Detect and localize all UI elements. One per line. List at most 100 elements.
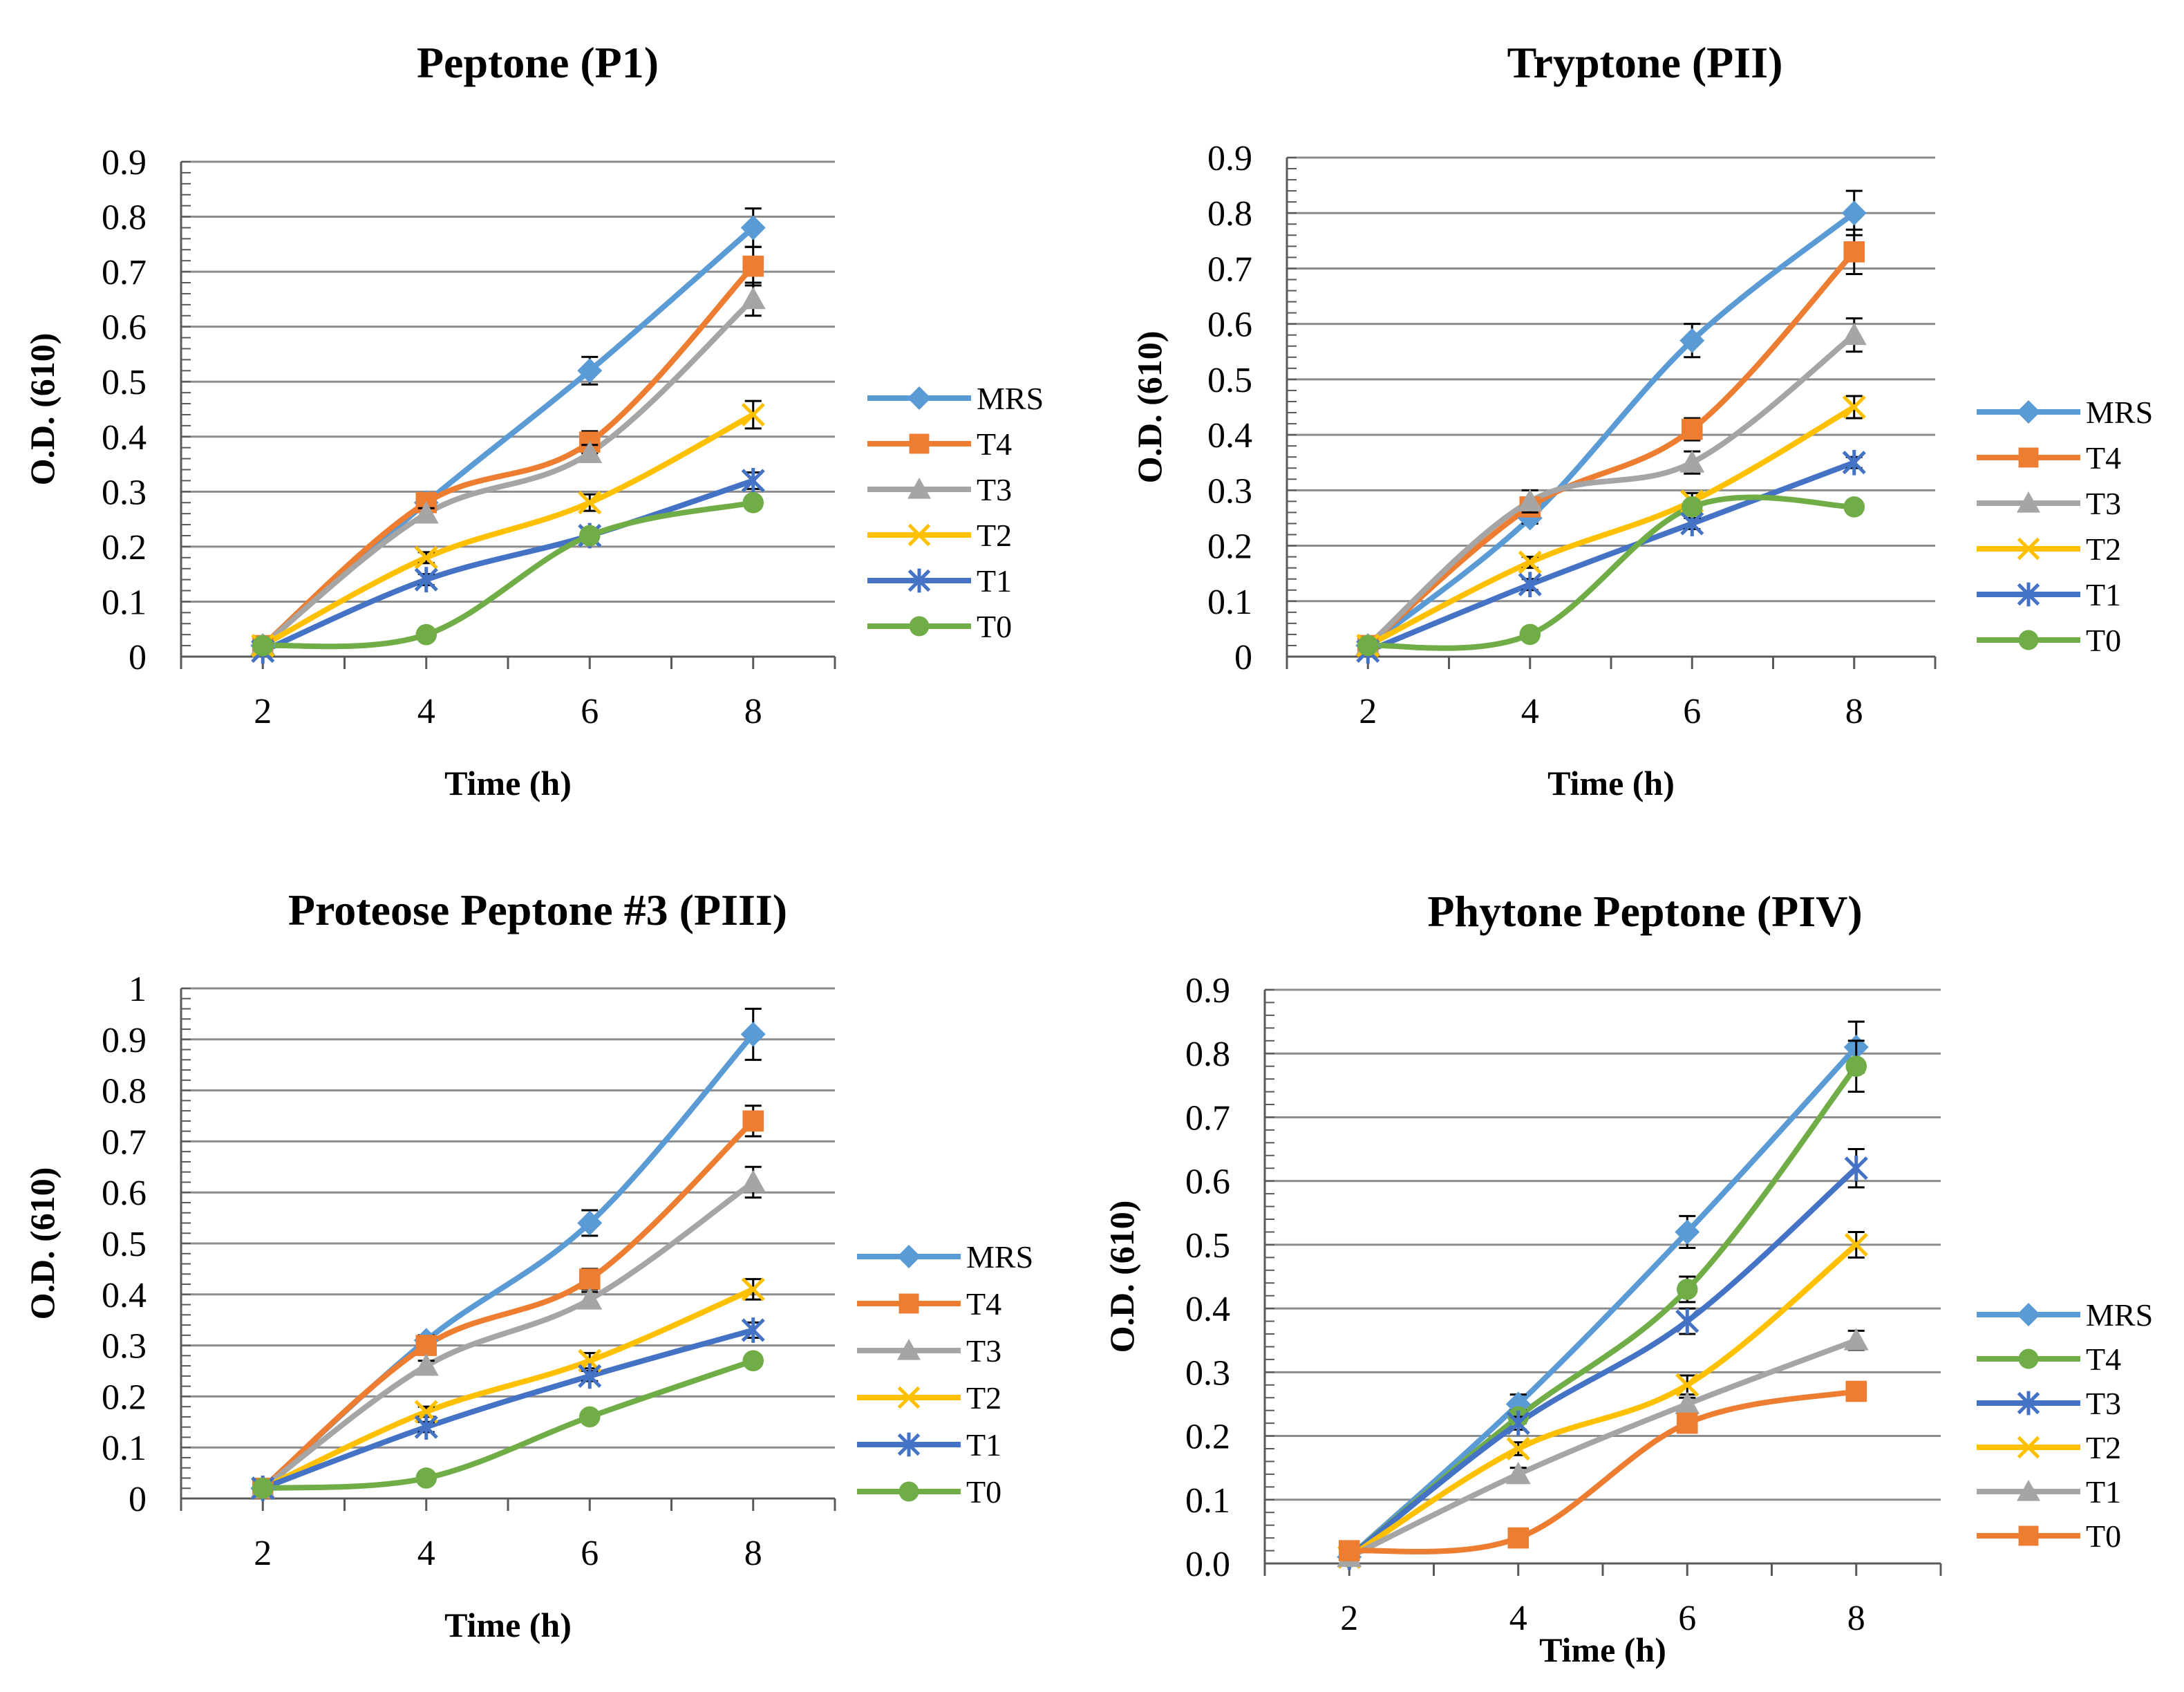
data-point-T1 — [1843, 1328, 1869, 1351]
legend-label: MRS — [966, 1239, 1033, 1275]
y-tick-label: 0 — [129, 638, 147, 677]
legend-label: T4 — [966, 1286, 1001, 1322]
series-line-T4 — [260, 1118, 756, 1492]
data-point-T2 — [578, 491, 602, 515]
x-tick-label: 4 — [1509, 1599, 1527, 1638]
series-line-T1 — [260, 1327, 756, 1492]
data-point-T3 — [1844, 1155, 1868, 1181]
legend-marker-T3 — [897, 1339, 921, 1360]
x-tick-label: 2 — [254, 1534, 272, 1573]
data-point-T0 — [1338, 1540, 1360, 1561]
series-line-MRS — [1346, 1044, 1859, 1560]
y-tick-label: 0.1 — [102, 583, 147, 622]
data-point-T1 — [578, 1363, 602, 1389]
data-point-T3 — [1679, 450, 1705, 473]
data-point-MRS — [577, 1210, 603, 1236]
legend-label: T3 — [977, 472, 1012, 507]
data-point-T0 — [1357, 634, 1379, 657]
legend-label: T4 — [977, 426, 1012, 462]
x-tick-label: 2 — [1340, 1599, 1358, 1638]
y-tick-label: 0.2 — [102, 1378, 147, 1417]
y-tick-label: 0.2 — [102, 528, 147, 567]
chart-panel-1: Peptone (P1) 0 0.1 0.2 0.3 0.4 0.5 0.6 0.7 0.8 0.9… — [23, 38, 1044, 802]
x-tick-label: 4 — [1521, 692, 1539, 731]
x-tick-label: 8 — [1845, 692, 1863, 731]
legend-marker-T1 — [2017, 1480, 2040, 1501]
series-line-T3 — [260, 296, 756, 649]
chart-title: Peptone (P1) — [417, 38, 659, 87]
data-point-T4 — [742, 255, 764, 277]
data-point-MRS — [740, 215, 766, 241]
legend-marker-T0 — [2018, 1525, 2039, 1546]
x-tick-label: 8 — [744, 692, 762, 731]
series-line-MRS — [1365, 210, 1857, 648]
y-tick-label: 0.3 — [102, 1327, 147, 1366]
data-point-T1 — [414, 567, 438, 592]
legend-label: MRS — [2086, 1297, 2153, 1333]
legend-marker-T0 — [898, 1481, 919, 1502]
data-point-T4 — [1843, 241, 1865, 263]
data-point-T4 — [1676, 1279, 1698, 1300]
data-point-T3 — [1506, 1410, 1530, 1436]
data-point-T3 — [740, 1169, 766, 1192]
data-point-T1 — [1518, 572, 1542, 598]
legend-label: T1 — [2086, 1474, 2121, 1510]
data-point-T0 — [252, 1477, 274, 1499]
series-line-T2 — [1365, 404, 1857, 648]
series-line-T0 — [1346, 1389, 1859, 1554]
y-tick-label: 0.4 — [102, 1276, 147, 1315]
x-axis-label: Time (h) — [444, 1606, 572, 1644]
data-point-MRS — [1675, 1219, 1700, 1245]
y-tick-label: 0.9 — [102, 1021, 147, 1060]
y-tick-label: 0 — [1234, 638, 1252, 677]
data-point-MRS — [1841, 200, 1867, 226]
legend-label: T3 — [2086, 486, 2121, 521]
legend-marker-T2 — [907, 523, 931, 547]
legend-marker-T3 — [907, 478, 931, 499]
y-tick-label: 0.1 — [102, 1429, 147, 1468]
x-tick-label: 8 — [744, 1534, 762, 1573]
data-point-T2 — [741, 402, 765, 427]
y-axis-label: O.D. (610) — [23, 333, 62, 486]
series-line-T2 — [1346, 1241, 1859, 1560]
y-tick-label: 0.6 — [1185, 1163, 1230, 1202]
data-point-T1 — [414, 1414, 438, 1440]
y-tick-label: 0.5 — [102, 363, 147, 402]
y-tick-label: 0.6 — [102, 308, 147, 348]
legend-label: T2 — [966, 1380, 1001, 1416]
legend-label: T1 — [977, 563, 1012, 599]
data-point-T3 — [577, 1287, 603, 1310]
y-tick-label: 0.5 — [1207, 361, 1252, 400]
y-tick-label: 0.7 — [1185, 1098, 1230, 1138]
data-point-T0 — [742, 1350, 764, 1372]
chart-title: Phytone Peptone (PIV) — [1427, 887, 1862, 936]
data-point-T1 — [1675, 1391, 1700, 1414]
data-point-T0 — [578, 1406, 601, 1428]
data-point-T3 — [413, 1353, 439, 1376]
legend-marker-T1 — [907, 568, 931, 593]
y-tick-label: 0.9 — [1207, 139, 1252, 178]
chart-panel-2: Tryptone (PII) 0 0.1 0.2 0.3 0.4 0.5 0.6 0.7 0.8 0… — [1130, 38, 2153, 802]
legend-label: T3 — [2086, 1386, 2121, 1421]
legend-marker-T4 — [898, 1293, 919, 1314]
y-tick-label: 0.8 — [102, 198, 147, 238]
x-axis-label: Time (h) — [1539, 1630, 1666, 1669]
series-line-T1 — [1346, 1337, 1859, 1560]
legend-marker-T0 — [909, 616, 930, 637]
data-point-T3 — [1517, 489, 1543, 511]
y-axis-label: O.D. (610) — [1102, 1201, 1141, 1353]
y-tick-label: 1 — [129, 970, 147, 1009]
y-tick-label: 0.3 — [1207, 471, 1252, 511]
series-line-T0 — [260, 500, 756, 650]
legend-label: T0 — [966, 1474, 1001, 1510]
x-tick-label: 6 — [1683, 692, 1701, 731]
x-axis-label: Time (h) — [444, 764, 572, 802]
data-point-T2 — [741, 1277, 765, 1301]
data-point-T4 — [1681, 418, 1703, 440]
series-line-T1 — [260, 478, 756, 655]
series-line-T3 — [260, 1179, 756, 1492]
legend-label: T2 — [977, 518, 1012, 553]
x-tick-label: 8 — [1847, 1599, 1865, 1638]
legend-marker-MRS — [2017, 1303, 2040, 1326]
data-point-T1 — [1505, 1461, 1531, 1485]
